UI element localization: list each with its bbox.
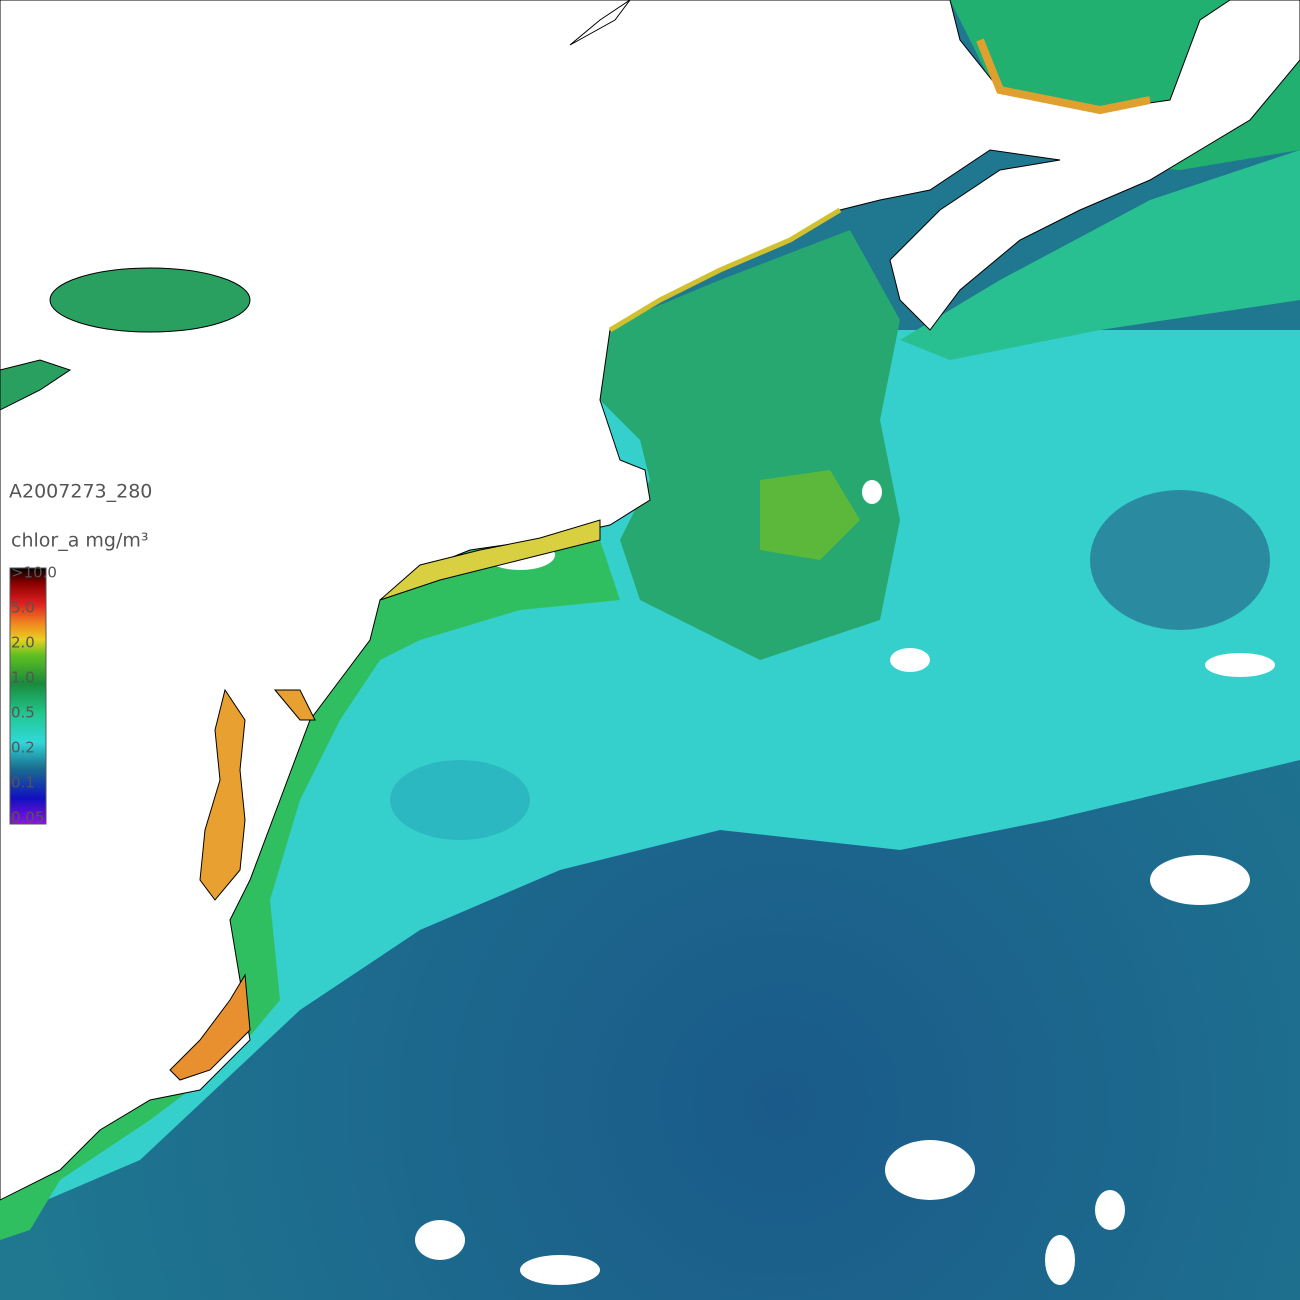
chesapeake-bay xyxy=(199,688,246,901)
eddy xyxy=(1090,490,1270,630)
colorbar-label: 0.5 xyxy=(11,704,35,722)
eddy xyxy=(390,760,530,840)
legend: A2007273_280 chlor_a mg/m³ >10.0 5.0 2.0 1.… xyxy=(9,481,152,827)
clouds xyxy=(415,480,1275,1285)
nearshore-bloom xyxy=(0,540,620,1240)
colorbar-label: 1.0 xyxy=(11,669,35,687)
colorbar xyxy=(9,567,47,825)
colorbar-label: 0.1 xyxy=(11,774,35,792)
colorbar-label: 5.0 xyxy=(11,599,35,617)
lake-ontario xyxy=(49,267,251,333)
product-id: A2007273_280 xyxy=(9,481,152,503)
cloud xyxy=(885,1140,975,1200)
pamlico-sound xyxy=(169,973,251,1081)
colorbar-title: chlor_a mg/m³ xyxy=(11,530,148,552)
cloud xyxy=(1045,1235,1075,1285)
colorbar-label: 0.2 xyxy=(11,739,35,757)
northumberland-bloom xyxy=(976,38,1151,115)
gulf-river-coast xyxy=(569,0,631,46)
cloud xyxy=(890,648,930,672)
colorbar-label: 0.05 xyxy=(11,809,44,827)
cloud xyxy=(1095,1190,1125,1230)
scotian-shelf xyxy=(900,150,1300,360)
coastal-bloom xyxy=(608,207,842,333)
cloud xyxy=(520,1255,600,1285)
cloud xyxy=(862,480,882,504)
long-island xyxy=(379,519,601,601)
colorbar-label: 2.0 xyxy=(11,634,35,652)
georges-bank xyxy=(760,470,860,560)
colorbar-labels: >10.0 5.0 2.0 1.0 0.5 0.2 0.1 0.05 xyxy=(11,564,57,827)
land xyxy=(0,0,1300,1201)
lake-erie xyxy=(0,359,72,411)
cloud xyxy=(1205,653,1275,677)
cloud xyxy=(415,1220,465,1260)
cloud xyxy=(1150,855,1250,905)
delaware-bay xyxy=(273,689,316,721)
colorbar-label: >10.0 xyxy=(11,564,57,582)
